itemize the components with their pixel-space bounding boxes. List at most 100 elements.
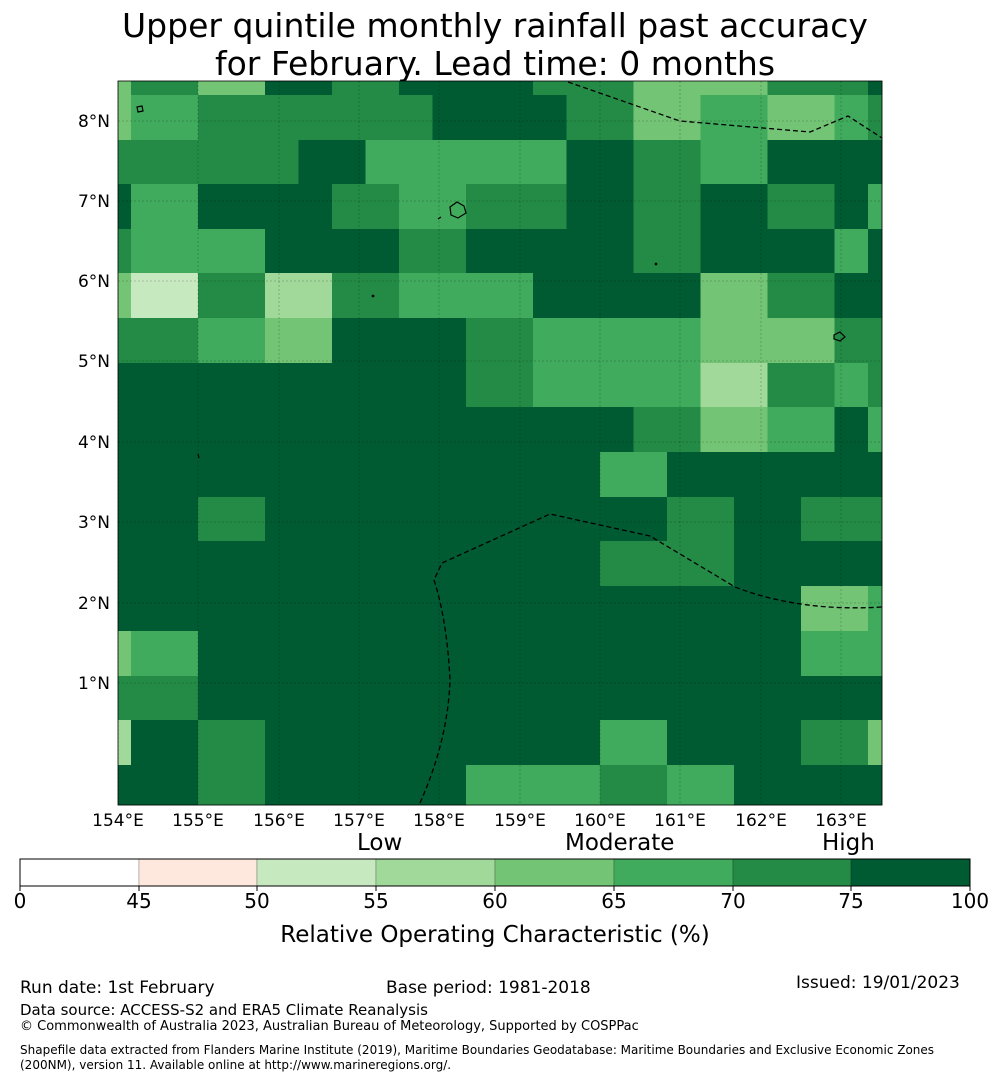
grid-cell	[198, 273, 232, 319]
grid-cell	[734, 363, 768, 408]
grid-cell	[198, 676, 232, 721]
grid-cell	[600, 586, 634, 632]
grid-cell	[734, 184, 768, 230]
grid-cell	[667, 140, 701, 185]
grid-cell	[767, 631, 802, 677]
latitude-label: 8°N	[78, 112, 110, 132]
grid-cell	[868, 95, 883, 141]
grid-cell	[466, 407, 500, 453]
grid-cell	[265, 140, 299, 185]
grid-cell	[700, 586, 735, 632]
grid-cell	[633, 631, 668, 677]
coast-fragment	[197, 453, 200, 459]
grid-cell	[767, 720, 802, 766]
grid-cell	[834, 140, 869, 185]
latitude-label: 6°N	[78, 272, 110, 292]
grid-cell	[164, 631, 199, 677]
island-outline	[437, 216, 442, 220]
grid-cell	[533, 676, 567, 721]
grid-cell	[600, 407, 634, 453]
grid-cell	[265, 229, 299, 274]
longitude-label: 156°E	[253, 811, 305, 831]
grid-cell	[164, 497, 199, 542]
data-source: Data source: ACCESS-S2 and ERA5 Climate …	[20, 1001, 428, 1019]
grid-cell	[231, 720, 266, 766]
grid-cell	[533, 765, 567, 806]
islet-dot	[654, 262, 658, 266]
grid-cell	[734, 765, 768, 806]
grid-cell	[432, 81, 467, 96]
grid-cell	[432, 497, 467, 542]
island-outline	[449, 201, 467, 219]
grid-cell	[198, 140, 232, 185]
grid-cell	[868, 81, 883, 96]
grid-cell	[633, 229, 668, 274]
grid-cell	[801, 765, 835, 806]
grid-cell	[466, 318, 500, 364]
grid-cell	[667, 363, 701, 408]
grid-cell	[667, 407, 701, 453]
grid-cell	[834, 363, 869, 408]
grid-cell	[499, 363, 534, 408]
grid-cell	[298, 452, 333, 498]
grid-cell	[533, 631, 567, 677]
grid-cell	[118, 81, 132, 96]
grid-cell	[399, 318, 433, 364]
grid-cell	[231, 407, 266, 453]
grid-cell	[432, 95, 467, 141]
grid-cell	[700, 273, 735, 319]
grid-cell	[265, 676, 299, 721]
grid-cell	[868, 407, 883, 453]
grid-cell	[801, 631, 835, 677]
grid-cell	[633, 140, 668, 185]
grid-cell	[399, 184, 433, 230]
grid-cell	[198, 631, 232, 677]
grid-cell	[834, 676, 869, 721]
grid-cell	[499, 631, 534, 677]
grid-cell	[332, 676, 366, 721]
grid-cell	[834, 273, 869, 319]
grid-cell	[399, 273, 433, 319]
grid-cell	[499, 586, 534, 632]
grid-cell	[700, 765, 735, 806]
grid-cell	[118, 95, 132, 141]
category-moderate-label: Moderate	[565, 830, 675, 856]
grid-cell	[767, 676, 802, 721]
grid-cell	[734, 586, 768, 632]
grid-cell	[365, 140, 400, 185]
colorbar-tick-label: 70	[720, 889, 745, 913]
grid-cell	[566, 184, 601, 230]
grid-cell	[533, 184, 567, 230]
grid-cell	[834, 720, 869, 766]
grid-cell	[700, 95, 735, 141]
grid-cell	[118, 229, 132, 274]
grid-cell	[801, 497, 835, 542]
grid-cell	[600, 140, 634, 185]
grid-cell	[332, 452, 366, 498]
colorbar-segment	[375, 858, 496, 887]
grid-cell	[265, 95, 299, 141]
grid-cell	[198, 586, 232, 632]
grid-cell	[265, 318, 299, 364]
shapefile-credit-line-1: Shapefile data extracted from Flanders M…	[20, 1043, 935, 1057]
grid-cell	[834, 586, 869, 632]
grid-cell	[834, 407, 869, 453]
grid-cell	[198, 229, 232, 274]
grid-cell	[118, 318, 132, 364]
grid-cell	[466, 452, 500, 498]
grid-cell	[801, 184, 835, 230]
grid-cell	[700, 140, 735, 185]
grid-cell	[164, 407, 199, 453]
grid-cell	[365, 720, 400, 766]
grid-cell	[566, 229, 601, 274]
grid-cell	[533, 229, 567, 274]
eez-boundaries	[419, 81, 883, 804]
grid-cell	[667, 676, 701, 721]
shapefile-credit-line-2: (200NM), version 11. Available online at…	[20, 1058, 452, 1072]
grid-cell	[164, 140, 199, 185]
grid-cell	[499, 407, 534, 453]
grid-cell	[801, 452, 835, 498]
copyright-notice: © Commonwealth of Australia 2023, Austra…	[20, 1019, 639, 1034]
longitude-label: 157°E	[333, 811, 385, 831]
grid-cell	[801, 140, 835, 185]
